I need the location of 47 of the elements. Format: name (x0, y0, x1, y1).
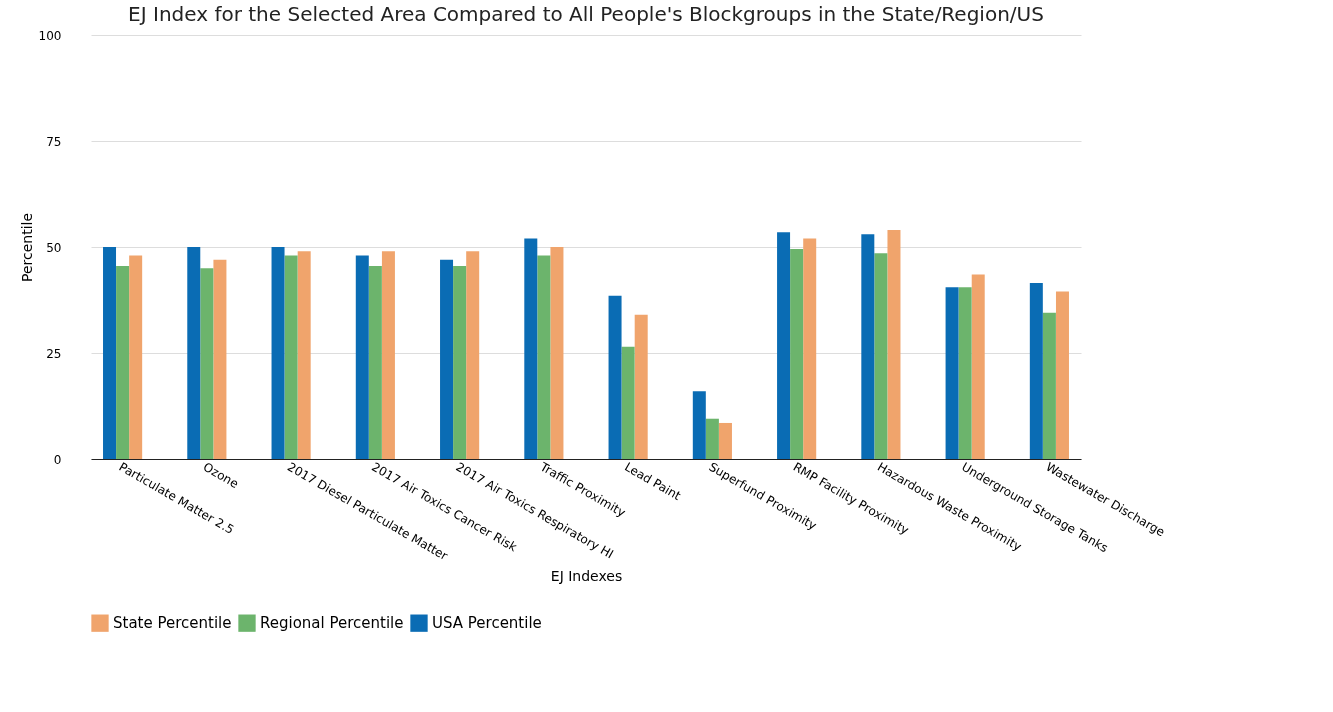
bar (1042, 312, 1056, 459)
y-tick-label: 50 (46, 240, 62, 255)
bar (297, 251, 311, 459)
bar (271, 247, 285, 459)
bar (466, 251, 480, 459)
bar (284, 255, 298, 459)
bar (187, 247, 201, 459)
y-tick-label: 25 (46, 346, 62, 361)
bar (971, 274, 985, 459)
bar (874, 253, 888, 459)
bar (803, 238, 817, 459)
bar (705, 418, 719, 459)
bar (634, 314, 648, 459)
bar (129, 255, 143, 459)
bar (718, 422, 732, 459)
bar (200, 268, 214, 459)
bar (381, 251, 395, 459)
bar (537, 255, 551, 459)
bar (958, 287, 972, 459)
bar (368, 266, 382, 459)
bar (790, 249, 804, 459)
legend-label: Regional Percentile (260, 614, 404, 633)
y-tick-label: 100 (38, 28, 62, 43)
bar (213, 259, 227, 459)
bar (1055, 291, 1069, 459)
bar (550, 247, 564, 459)
bar (887, 230, 901, 459)
bar (692, 391, 706, 459)
bar (103, 247, 117, 459)
bar (524, 238, 538, 459)
bar (861, 234, 875, 459)
y-axis-title: Percentile (18, 212, 35, 283)
bar (777, 232, 791, 459)
y-tick-label: 0 (53, 452, 62, 467)
bar (945, 287, 959, 459)
x-axis-title: EJ Indexes (550, 568, 623, 585)
legend-label: State Percentile (113, 614, 232, 633)
bar (1029, 283, 1043, 459)
bar (440, 259, 454, 459)
bar (116, 266, 130, 459)
bar (621, 346, 635, 459)
legend-label: USA Percentile (432, 614, 542, 633)
chart-title: EJ Index for the Selected Area Compared to All People's Blockgroups in the State/Region/US (128, 2, 1044, 26)
bar (608, 295, 622, 459)
y-tick-label: 75 (46, 134, 62, 149)
bar (355, 255, 369, 459)
bar (453, 266, 467, 459)
